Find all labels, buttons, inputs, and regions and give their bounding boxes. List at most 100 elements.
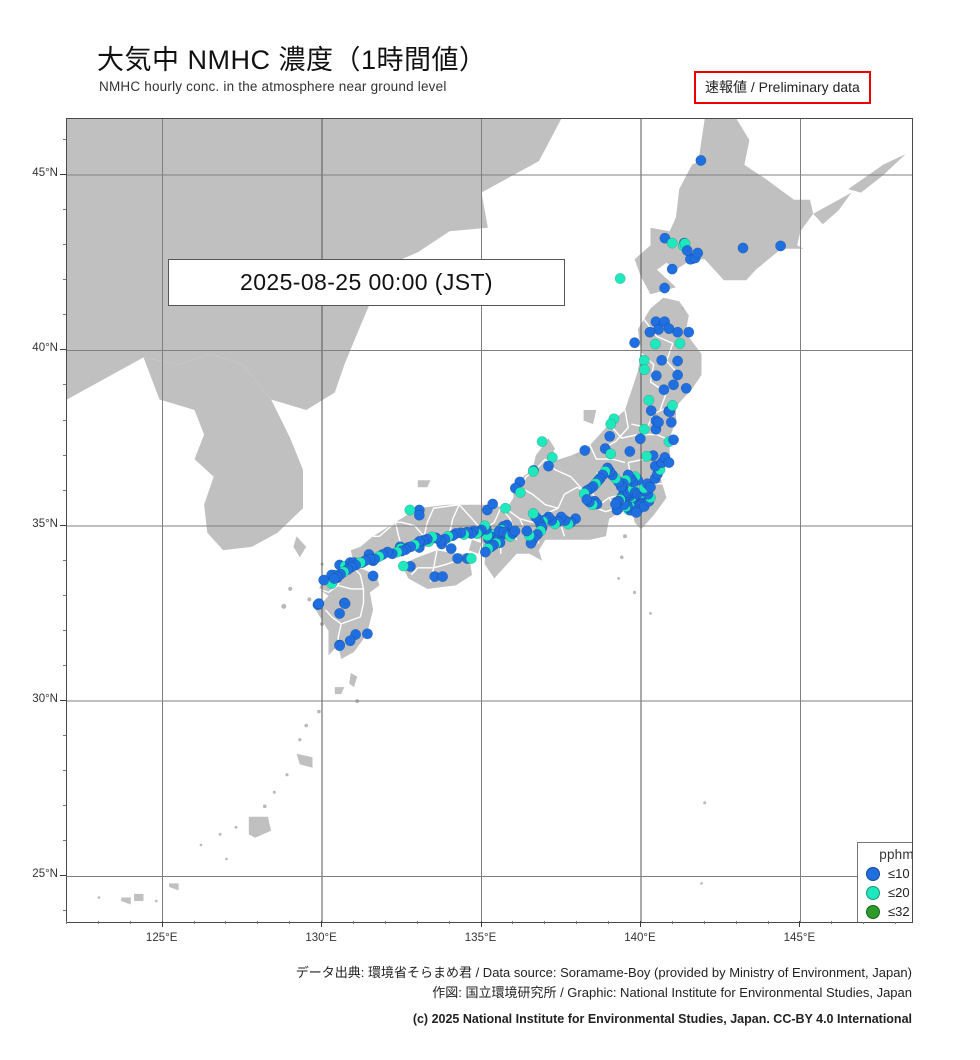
station-point[interactable]: [604, 430, 616, 442]
station-point[interactable]: [413, 509, 425, 521]
station-point[interactable]: [445, 543, 457, 555]
station-point[interactable]: [479, 546, 491, 558]
page-title: 大気中 NMHC 濃度（1時間値）: [97, 45, 487, 75]
station-point[interactable]: [649, 338, 661, 350]
station-point[interactable]: [339, 598, 351, 610]
legend-item-0[interactable]: ≤10: [864, 864, 912, 883]
station-point[interactable]: [328, 572, 340, 584]
minor-tick-latitude: [63, 489, 66, 491]
station-point[interactable]: [683, 326, 695, 338]
station-point[interactable]: [527, 465, 539, 477]
station-point[interactable]: [629, 337, 641, 349]
timestamp-box: 2025-08-25 00:00 (JST): [168, 259, 565, 306]
station-point[interactable]: [487, 498, 499, 510]
station-point[interactable]: [318, 574, 330, 586]
station-point[interactable]: [650, 370, 662, 382]
station-point[interactable]: [579, 444, 591, 456]
small-island: [317, 709, 321, 714]
station-point[interactable]: [737, 242, 749, 254]
page-header: 大気中 NMHC 濃度（1時間値） NMHC hourly conc. in t…: [0, 0, 980, 118]
station-point[interactable]: [581, 494, 593, 505]
station-point[interactable]: [668, 379, 679, 391]
axis-label-latitude: 35°N: [32, 517, 58, 530]
legend-item-2[interactable]: ≤32: [864, 902, 912, 921]
station-point[interactable]: [665, 416, 677, 428]
axis-label-longitude: 125°E: [145, 932, 178, 944]
station-point[interactable]: [641, 450, 653, 462]
station-point[interactable]: [452, 552, 464, 564]
station-point[interactable]: [643, 394, 655, 406]
station-point[interactable]: [681, 245, 693, 256]
station-point[interactable]: [666, 237, 678, 249]
station-point[interactable]: [527, 508, 539, 519]
small-island: [262, 804, 267, 809]
station-point[interactable]: [610, 498, 621, 510]
legend-item-1[interactable]: ≤20: [864, 883, 912, 902]
station-point[interactable]: [509, 525, 521, 537]
minor-tick-longitude: [544, 921, 546, 924]
station-point[interactable]: [404, 504, 416, 516]
station-point[interactable]: [659, 232, 671, 244]
station-point[interactable]: [638, 354, 650, 366]
minor-tick-longitude: [66, 921, 67, 924]
station-point[interactable]: [634, 433, 646, 445]
station-point[interactable]: [644, 326, 656, 338]
station-point[interactable]: [361, 628, 373, 640]
station-point[interactable]: [658, 384, 670, 396]
station-point[interactable]: [334, 607, 346, 619]
station-point[interactable]: [663, 457, 675, 469]
station-point[interactable]: [645, 405, 657, 417]
station-point[interactable]: [674, 337, 686, 349]
station-point[interactable]: [499, 502, 511, 514]
small-island: [234, 825, 238, 829]
station-point[interactable]: [536, 436, 548, 448]
station-point[interactable]: [638, 423, 650, 435]
station-point[interactable]: [668, 434, 679, 446]
tick-latitude: [60, 524, 66, 526]
station-point[interactable]: [465, 552, 477, 564]
station-point[interactable]: [605, 418, 617, 430]
prefecture-boundary: [423, 504, 460, 537]
legend-color-swatch: [866, 885, 880, 900]
minor-tick-longitude: [289, 921, 291, 924]
station-point[interactable]: [614, 273, 626, 284]
station-point[interactable]: [514, 486, 526, 498]
station-point[interactable]: [653, 416, 664, 428]
station-point[interactable]: [367, 570, 379, 582]
station-point[interactable]: [397, 560, 409, 572]
station-point[interactable]: [659, 282, 671, 294]
station-point[interactable]: [666, 263, 678, 275]
legend-item-3[interactable]: ≤50: [864, 921, 912, 922]
station-point[interactable]: [313, 598, 325, 610]
station-point[interactable]: [344, 635, 356, 647]
station-point[interactable]: [639, 364, 650, 376]
station-point[interactable]: [605, 448, 617, 460]
station-point[interactable]: [521, 525, 533, 537]
station-point[interactable]: [672, 355, 684, 367]
station-point[interactable]: [672, 369, 684, 381]
minor-tick-latitude: [63, 910, 66, 912]
station-point[interactable]: [692, 247, 704, 259]
station-point[interactable]: [775, 240, 787, 252]
station-point[interactable]: [437, 571, 449, 583]
station-point[interactable]: [672, 326, 684, 338]
small-island: [218, 832, 222, 836]
station-point[interactable]: [334, 640, 346, 652]
station-point[interactable]: [624, 445, 636, 457]
station-point[interactable]: [695, 154, 707, 166]
minor-tick-longitude: [608, 921, 610, 924]
station-point[interactable]: [630, 506, 642, 518]
land-polygon: [134, 893, 144, 901]
station-point[interactable]: [667, 400, 678, 411]
small-island: [633, 590, 637, 594]
station-point[interactable]: [645, 481, 656, 493]
legend-item-label: ≤32: [888, 904, 910, 919]
station-point[interactable]: [543, 460, 554, 472]
small-island: [703, 801, 707, 805]
small-island: [298, 738, 302, 742]
map-canvas[interactable]: 2025-08-25 00:00 (JST) pphmC ≤10 ≤20 ≤32 ≤5…: [66, 118, 913, 923]
station-point[interactable]: [680, 382, 692, 394]
minor-tick-latitude: [63, 209, 66, 211]
station-point[interactable]: [656, 354, 668, 366]
footer-copyright: (c) 2025 National Institute for Environm…: [412, 1012, 912, 1026]
